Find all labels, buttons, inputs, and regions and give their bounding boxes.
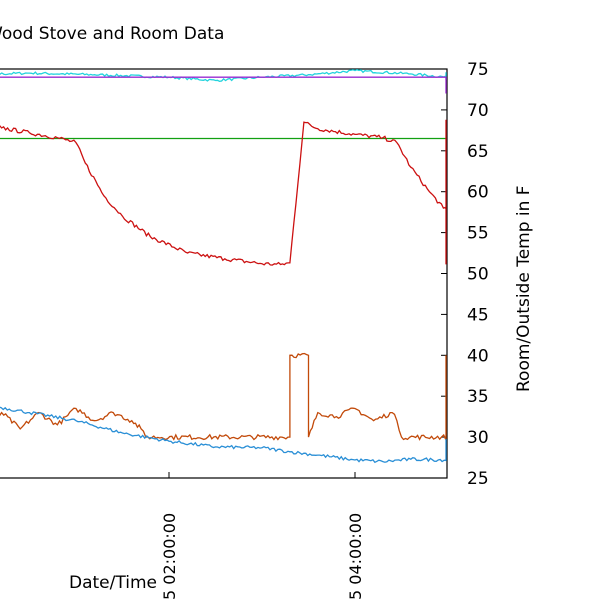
series-setpoint <box>0 76 447 94</box>
x-tick-label: 5 02:00:00 <box>160 513 179 600</box>
series-room-temp-cyan <box>0 69 447 82</box>
x-axis-ticks: 5 02:00:00 5 04:00:00 <box>160 472 365 600</box>
y-tick-label: 60 <box>467 183 489 203</box>
series-lines <box>0 69 447 464</box>
y-tick-label: 30 <box>467 428 489 448</box>
chart-title: Wood Stove and Room Data <box>0 24 224 44</box>
y-tick-label: 50 <box>467 265 489 285</box>
y-tick-label: 55 <box>467 224 489 244</box>
y-tick-label: 25 <box>467 469 489 489</box>
series-room-temp-red <box>0 119 447 266</box>
x-axis-label: Date/Time <box>69 573 157 593</box>
series-outside-temp <box>0 406 447 464</box>
y-tick-label: 65 <box>467 142 489 162</box>
y-tick-label: 45 <box>467 305 489 325</box>
series-stove-temp <box>0 352 447 441</box>
y-tick-label: 35 <box>467 387 489 407</box>
y-axis-ticks: 25 30 35 40 45 50 55 60 65 70 75 <box>441 60 489 489</box>
y-tick-label: 70 <box>467 101 489 121</box>
y-tick-label: 75 <box>467 60 489 80</box>
y-axis-label: Room/Outside Temp in F <box>514 185 534 392</box>
x-tick-label: 5 04:00:00 <box>346 513 365 600</box>
y-tick-label: 40 <box>467 346 489 366</box>
